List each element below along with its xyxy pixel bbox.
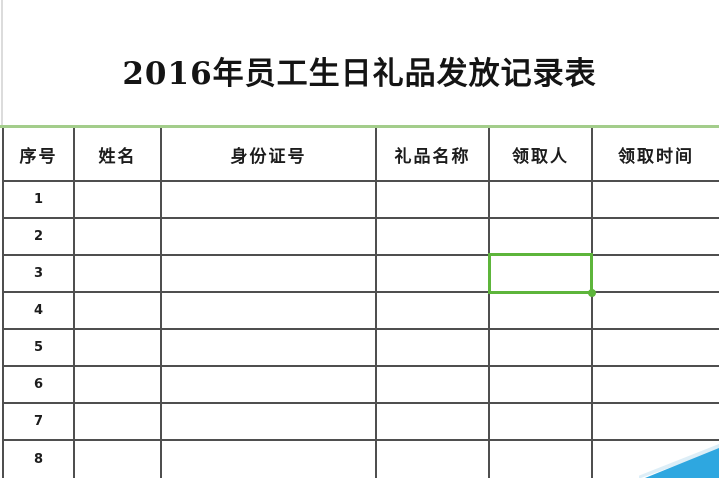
table-cell[interactable] xyxy=(75,330,162,367)
row-number-cell[interactable]: 3 xyxy=(4,256,75,293)
column-header-xuhao[interactable]: 序号 xyxy=(4,128,75,182)
row-number-cell[interactable]: 7 xyxy=(4,404,75,441)
table-cell[interactable] xyxy=(162,441,377,478)
gift-record-table: 序号 姓名 身份证号 礼品名称 领取人 领取时间 1 2 3 4 5 6 7 8 xyxy=(2,128,719,478)
table-cell[interactable] xyxy=(490,219,593,256)
table-cell[interactable] xyxy=(593,219,719,256)
row-number-cell[interactable]: 6 xyxy=(4,367,75,404)
table-cell[interactable] xyxy=(75,256,162,293)
row-number-cell[interactable]: 5 xyxy=(4,330,75,367)
table-cell[interactable] xyxy=(377,219,490,256)
table-cell[interactable] xyxy=(377,182,490,219)
sheet-title: 2016年员工生日礼品发放记录表 xyxy=(122,56,597,92)
row-number-cell[interactable]: 1 xyxy=(4,182,75,219)
table-cell[interactable] xyxy=(162,256,377,293)
table-cell[interactable] xyxy=(593,182,719,219)
table-cell[interactable] xyxy=(593,293,719,330)
table-cell[interactable] xyxy=(490,367,593,404)
column-header-lingqushijian[interactable]: 领取时间 xyxy=(593,128,719,182)
table-cell[interactable] xyxy=(377,367,490,404)
table-cell[interactable] xyxy=(162,219,377,256)
table-cell[interactable] xyxy=(593,367,719,404)
table-cell[interactable] xyxy=(75,367,162,404)
table-cell[interactable] xyxy=(490,293,593,330)
column-header-lingquren[interactable]: 领取人 xyxy=(490,128,593,182)
table-cell[interactable] xyxy=(490,330,593,367)
table-cell[interactable] xyxy=(593,404,719,441)
table-cell[interactable] xyxy=(377,441,490,478)
selected-cell[interactable] xyxy=(488,253,596,297)
table-top-green-line xyxy=(0,125,719,128)
table-cell[interactable] xyxy=(75,219,162,256)
table-cell[interactable] xyxy=(162,293,377,330)
row-number-cell[interactable]: 4 xyxy=(4,293,75,330)
table-cell[interactable] xyxy=(490,182,593,219)
table-cell[interactable] xyxy=(490,441,593,478)
column-header-shenfenzhenghao[interactable]: 身份证号 xyxy=(162,128,377,182)
table-cell[interactable] xyxy=(75,441,162,478)
fill-handle[interactable] xyxy=(588,289,596,297)
table-cell[interactable] xyxy=(377,293,490,330)
column-header-lipinmingcheng[interactable]: 礼品名称 xyxy=(377,128,490,182)
table-cell[interactable] xyxy=(162,367,377,404)
page-left-edge-line xyxy=(1,0,3,126)
column-header-xingming[interactable]: 姓名 xyxy=(75,128,162,182)
table-cell[interactable] xyxy=(75,293,162,330)
table-cell[interactable] xyxy=(490,404,593,441)
table-cell[interactable] xyxy=(377,256,490,293)
table-cell[interactable] xyxy=(162,330,377,367)
table-cell[interactable] xyxy=(75,404,162,441)
table-cell[interactable] xyxy=(593,330,719,367)
row-number-cell[interactable]: 2 xyxy=(4,219,75,256)
table-cell[interactable] xyxy=(162,404,377,441)
table-cell[interactable] xyxy=(162,182,377,219)
table-cell[interactable] xyxy=(377,330,490,367)
table-cell[interactable] xyxy=(377,404,490,441)
corner-decoration-triangle xyxy=(639,444,719,478)
row-number-cell[interactable]: 8 xyxy=(4,441,75,478)
table-cell[interactable] xyxy=(593,256,719,293)
table-cell[interactable] xyxy=(75,182,162,219)
